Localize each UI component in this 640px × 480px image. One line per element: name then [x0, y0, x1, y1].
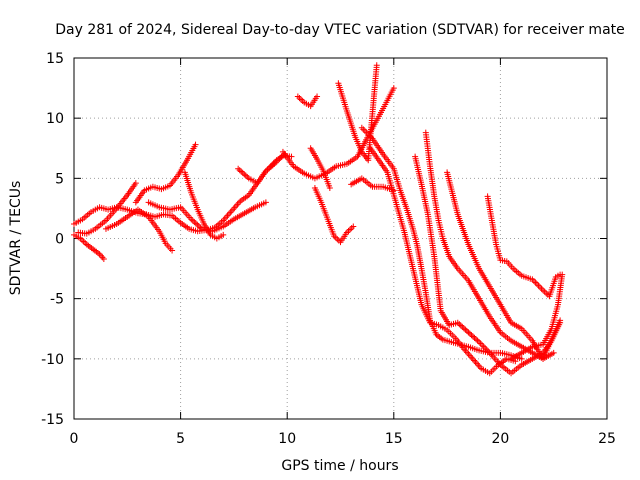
x-tick-label: 15	[385, 431, 403, 447]
data-marks	[71, 62, 566, 377]
data-point	[314, 93, 321, 100]
data-point	[220, 231, 227, 238]
series-track-11	[307, 145, 333, 191]
x-tick-label: 20	[491, 431, 509, 447]
data-point	[262, 199, 269, 206]
series-track-3	[75, 180, 139, 237]
x-axis-label: GPS time / hours	[281, 458, 398, 474]
data-point	[132, 180, 139, 187]
x-tick-label: 0	[70, 431, 79, 447]
y-axis-label: SDTVAR / TECUs	[8, 181, 24, 296]
data-point	[192, 141, 199, 148]
x-tick-label: 10	[278, 431, 296, 447]
y-tick-label: -15	[41, 412, 64, 428]
data-point	[169, 247, 176, 254]
series-track-5	[132, 141, 199, 206]
series-track-10	[294, 93, 321, 110]
series-track-16	[367, 145, 519, 377]
y-tick-label: -5	[50, 292, 64, 308]
series-track-7	[181, 169, 227, 242]
data-point	[390, 85, 397, 92]
y-tick-label: 10	[46, 111, 64, 127]
data-point	[326, 184, 333, 191]
data-point	[373, 62, 380, 69]
data-point	[288, 153, 295, 160]
series-track-12	[311, 184, 357, 246]
data-point	[559, 271, 566, 278]
series-track-18	[422, 129, 557, 362]
series-track-6	[145, 199, 269, 235]
chart-title: Day 281 of 2024, Sidereal Day-to-day VTE…	[55, 22, 625, 38]
data-point	[100, 255, 107, 262]
y-tick-label: -10	[41, 352, 64, 368]
data-point	[557, 317, 564, 324]
data-point	[518, 355, 525, 362]
series-track-19	[444, 169, 564, 362]
series-track-13	[335, 62, 380, 164]
y-tick-label: 15	[46, 51, 64, 67]
x-tick-label: 5	[176, 431, 185, 447]
data-point	[512, 358, 519, 365]
data-point	[350, 223, 357, 230]
axis-ticks: 0 5 10 15 20 25 15 10 5 0 -5 -10 -15	[41, 51, 616, 447]
x-tick-label: 25	[598, 431, 616, 447]
data-point	[550, 349, 557, 356]
y-tick-label: 5	[55, 171, 64, 187]
series-track-2	[71, 231, 107, 262]
series-track-4	[102, 206, 176, 254]
y-tick-label: 0	[55, 232, 64, 248]
series-track-21	[508, 271, 566, 362]
series-track-20	[484, 193, 564, 300]
